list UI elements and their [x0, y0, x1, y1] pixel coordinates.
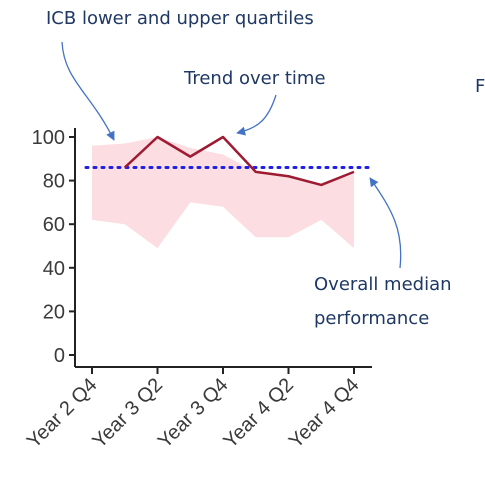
arrow: [236, 94, 277, 136]
annotation: Overall median: [314, 274, 452, 295]
arrow: [61, 41, 115, 141]
x-tick-label: Year 4 Q2: [219, 374, 298, 453]
arrow: [369, 177, 402, 269]
x-tick-label: Year 3 Q2: [88, 374, 167, 453]
y-tick-label: 0: [54, 345, 65, 367]
annotation: performance: [314, 308, 429, 329]
y-tick-label: 40: [43, 258, 65, 280]
quartile-band: [92, 137, 354, 249]
annotation: ICB lower and upper quartiles: [46, 8, 314, 29]
y-tick-label: 60: [43, 214, 65, 236]
y-tick-label: 20: [43, 301, 65, 323]
x-tick-label: Year 3 Q4: [154, 374, 233, 453]
x-tick-label: Year 4 Q4: [285, 374, 364, 453]
annotation: Trend over time: [183, 68, 326, 89]
y-tick-label: 80: [43, 171, 65, 193]
trend-line: [123, 135, 355, 187]
annotation: F: [475, 76, 485, 97]
y-tick-label: 100: [32, 127, 65, 149]
plot-area: [84, 135, 374, 249]
x-tick-label: Year 2 Q4: [23, 374, 102, 453]
